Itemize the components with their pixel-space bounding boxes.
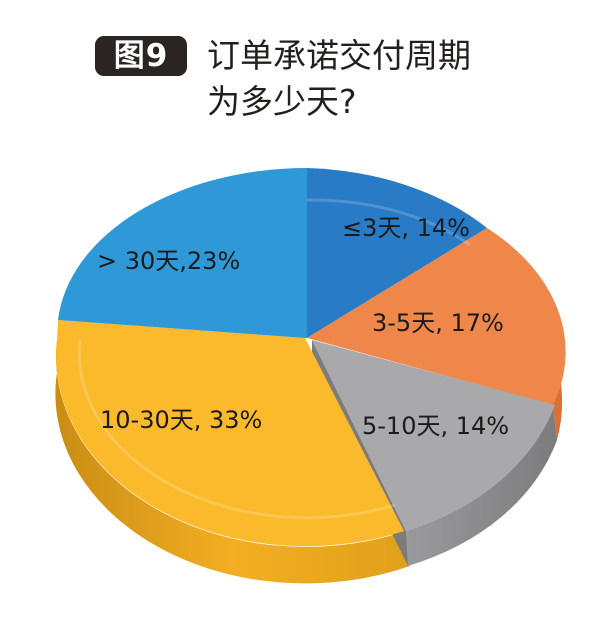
- slice-gt-30-days: [58, 168, 307, 338]
- slice-10-30-days: [56, 320, 404, 547]
- title-line-1: 订单承诺交付周期: [207, 36, 471, 75]
- data-label-10-30-days: 10-30天, 33%: [100, 406, 263, 434]
- data-label-gt-30-days: > 30天,23%: [97, 247, 241, 275]
- data-label-5-10-days: 5-10天, 14%: [362, 412, 510, 440]
- slice-5-10-days: [312, 340, 555, 531]
- pie-slices: [56, 168, 566, 547]
- bevel-highlights: [77, 198, 471, 520]
- data-label-le-3-days: ≤3天, 14%: [342, 214, 470, 242]
- title-line-2: 为多少天?: [207, 82, 357, 121]
- data-label-3-5-days: 3-5天, 17%: [372, 309, 504, 337]
- slice-le-3-days: [307, 168, 487, 338]
- figure-number-badge: 图9: [95, 36, 187, 76]
- slice-3-5-days: [307, 228, 566, 405]
